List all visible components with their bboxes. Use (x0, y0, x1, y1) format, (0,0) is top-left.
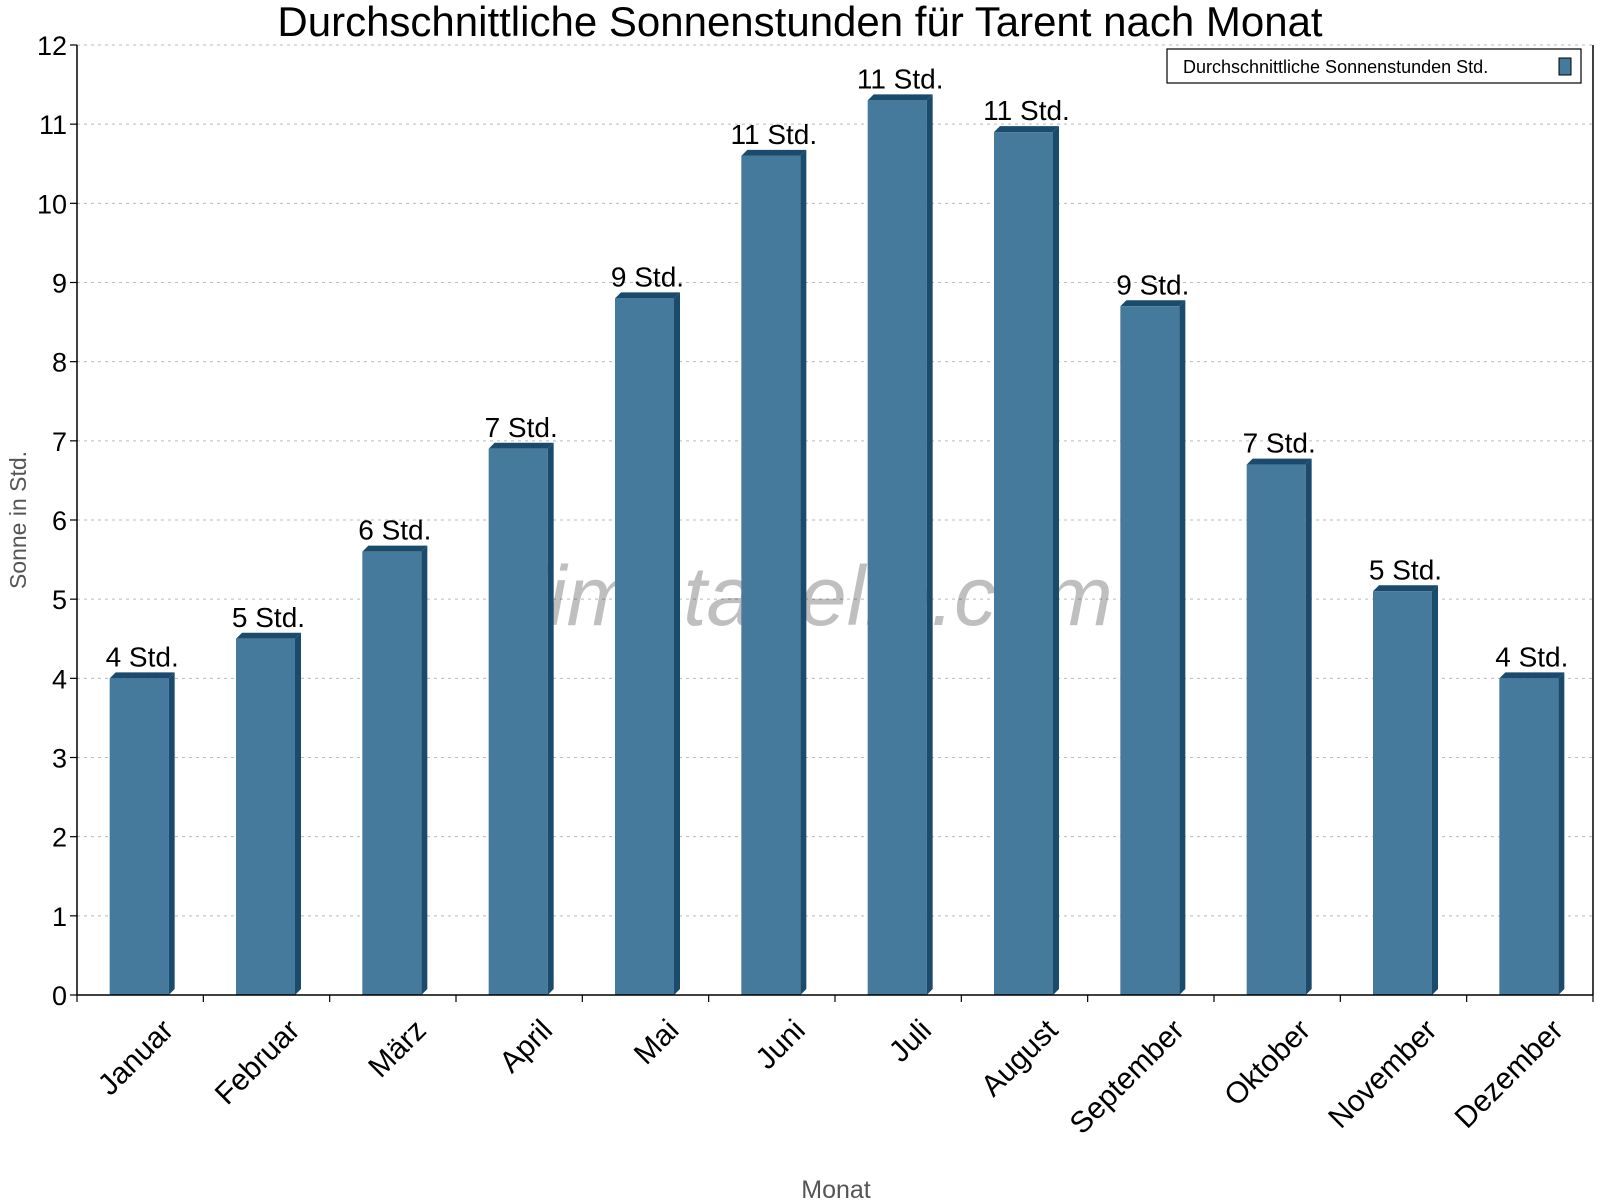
y-axis-label: Sonne in Std. (5, 451, 31, 589)
bar-mai: 9 Std. (611, 261, 684, 995)
y-tick-label: 7 (52, 427, 67, 457)
legend: Durchschnittliche Sonnenstunden Std. (1166, 48, 1582, 84)
bar-februar: 5 Std. (232, 602, 305, 995)
bar-side (926, 94, 933, 995)
x-tick-label: Juli (883, 1014, 938, 1069)
x-tick-label: Januar (92, 1014, 180, 1102)
legend-box (1166, 48, 1582, 84)
data-label: 11 Std. (731, 119, 818, 150)
chart-title: Durchschnittliche Sonnenstunden für Tare… (277, 0, 1323, 45)
x-tick-label: August (975, 1013, 1065, 1103)
data-label: 4 Std. (1495, 641, 1568, 672)
bar-top (615, 292, 680, 299)
bar-side (295, 632, 301, 995)
bar-juni: 11 Std. (731, 119, 818, 996)
x-tick-label: Juni (749, 1014, 811, 1076)
x-tick-label: Mai (628, 1014, 686, 1072)
data-label: 7 Std. (485, 412, 558, 443)
bar-januar: 4 Std. (106, 641, 179, 995)
y-tick-label: 11 (39, 110, 67, 140)
x-tick-label: Oktober (1218, 1014, 1317, 1113)
y-tick-label: 3 (52, 744, 67, 774)
legend-label: Durchschnittliche Sonnenstunden Std. (1183, 57, 1488, 77)
x-tick-label: März (362, 1014, 432, 1084)
legend-swatch (1558, 57, 1572, 76)
data-label: 5 Std. (232, 602, 305, 633)
y-tick-label: 10 (37, 189, 67, 219)
bar (615, 298, 674, 995)
bar-top (741, 149, 807, 156)
bar-november: 5 Std. (1369, 554, 1442, 995)
x-tick-label: Februar (209, 1014, 307, 1112)
bar (362, 551, 422, 995)
bar (109, 678, 169, 995)
y-tick-label: 12 (37, 31, 67, 61)
data-label: 11 Std. (983, 95, 1070, 126)
bar-top (488, 442, 554, 449)
bar-side (547, 442, 554, 995)
x-tick-label: November (1322, 1014, 1443, 1135)
bar-top (236, 632, 301, 639)
bar (236, 638, 295, 995)
bar-juli: 11 Std. (857, 63, 944, 995)
bar-top (1120, 300, 1186, 307)
data-label: 9 Std. (611, 261, 684, 292)
bar-top (1499, 672, 1565, 679)
bar-side (1305, 458, 1312, 995)
bar (1499, 678, 1559, 995)
data-label: 6 Std. (358, 515, 431, 546)
bar (867, 100, 927, 995)
bar-top (867, 94, 933, 101)
y-tick-label: 4 (52, 664, 67, 694)
data-label: 11 Std. (857, 63, 944, 94)
bar-side (1053, 126, 1059, 996)
x-tick-label: September (1064, 1014, 1191, 1141)
data-label: 4 Std. (106, 641, 179, 672)
x-tick-label: April (493, 1014, 559, 1080)
data-label: 9 Std. (1116, 269, 1189, 300)
bar-top (994, 126, 1059, 133)
y-tick-label: 9 (52, 269, 67, 299)
data-label: 7 Std. (1243, 428, 1316, 459)
bar-side (1179, 300, 1186, 995)
bar-oktober: 7 Std. (1243, 428, 1316, 995)
bar (994, 132, 1053, 996)
x-tick-label: Dezember (1449, 1014, 1570, 1135)
bar-august: 11 Std. (983, 95, 1070, 996)
grid (77, 44, 1593, 917)
y-tick-label: 5 (52, 585, 67, 615)
bar (1120, 306, 1180, 995)
bar-top (1373, 585, 1438, 592)
y-tick-label: 1 (52, 902, 67, 932)
bar-side (1558, 672, 1565, 995)
bar-september: 9 Std. (1116, 269, 1189, 995)
bar-side (421, 545, 428, 995)
bar-top (1246, 458, 1312, 465)
y-tick-label: 6 (52, 506, 67, 536)
bar-side (1432, 585, 1438, 995)
y-tick-label: 8 (52, 348, 67, 378)
bar-side (168, 672, 175, 995)
bar (741, 155, 801, 996)
x-axis-label: Monat (801, 1176, 871, 1200)
bar-side (674, 292, 680, 995)
data-label: 5 Std. (1369, 554, 1442, 585)
bar-dezember: 4 Std. (1495, 641, 1568, 995)
bar-top (109, 672, 175, 679)
y-tick-label: 0 (52, 981, 67, 1011)
bar (1373, 591, 1432, 995)
bar-side (800, 149, 807, 996)
bar-top (362, 545, 428, 552)
bar (488, 448, 548, 995)
bar-april: 7 Std. (485, 412, 558, 995)
bar (1246, 464, 1306, 995)
bars: 4 Std. 5 Std. 6 Std. 7 Std. 9 Std. 11 Std. 11 … (106, 63, 1568, 996)
y-tick-label: 2 (52, 823, 67, 853)
bar-märz: 6 Std. (358, 515, 431, 995)
